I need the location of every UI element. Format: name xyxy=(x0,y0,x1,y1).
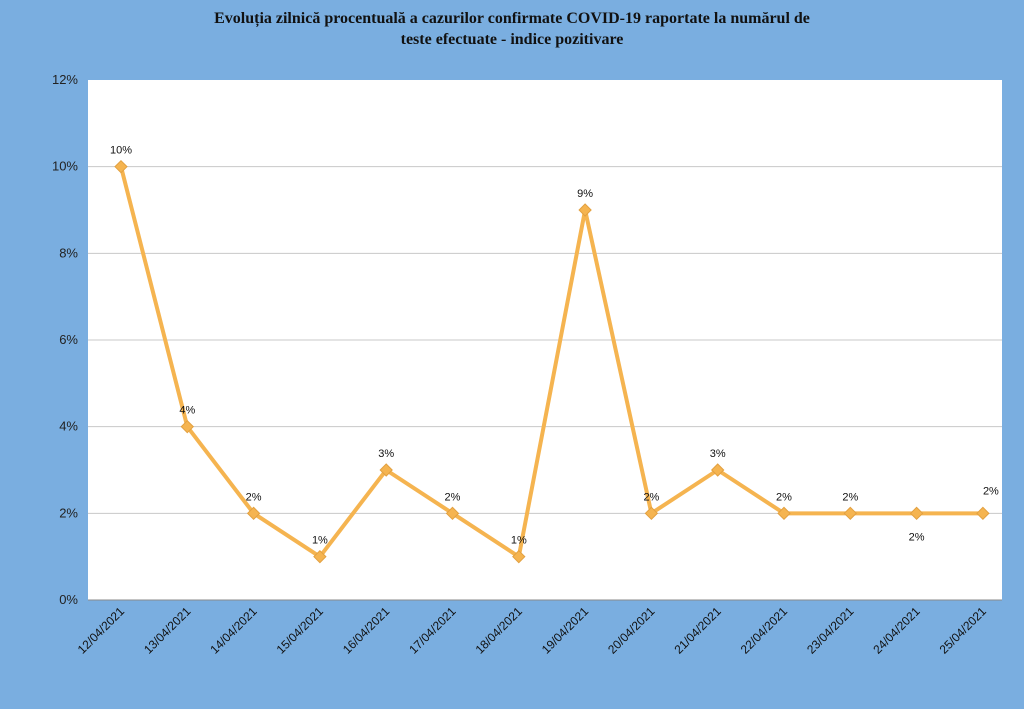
y-tick-label: 2% xyxy=(59,505,78,520)
data-point xyxy=(379,463,393,477)
x-tick-label: 15/04/2021 xyxy=(274,604,327,657)
x-tick-label: 24/04/2021 xyxy=(870,604,923,657)
data-label: 10% xyxy=(110,145,132,157)
chart-title-line-1: Evoluția zilnică procentuală a cazurilor… xyxy=(214,10,810,27)
chart-title: Evoluția zilnică procentuală a cazurilor… xyxy=(0,8,1024,50)
data-label: 2% xyxy=(983,485,999,497)
data-label: 2% xyxy=(909,531,925,543)
data-label: 2% xyxy=(842,491,858,503)
chart-title-line-2: teste efectuate - indice pozitivare xyxy=(400,31,624,48)
data-label: 3% xyxy=(378,448,394,460)
x-tick-label: 18/04/2021 xyxy=(473,604,526,657)
x-tick-label: 14/04/2021 xyxy=(207,604,260,657)
x-tick-label: 20/04/2021 xyxy=(605,604,658,657)
x-tick-label: 19/04/2021 xyxy=(539,604,592,657)
data-point xyxy=(313,549,327,564)
x-tick-label: 17/04/2021 xyxy=(406,604,459,657)
data-point xyxy=(114,159,128,174)
data-label: 2% xyxy=(445,491,461,503)
data-label: 1% xyxy=(511,535,527,547)
data-point xyxy=(445,506,460,521)
y-tick-label: 0% xyxy=(59,592,78,607)
y-tick-label: 10% xyxy=(52,159,78,174)
data-label: 4% xyxy=(179,405,195,417)
y-tick-label: 6% xyxy=(59,332,78,347)
data-label: 1% xyxy=(312,535,328,547)
x-tick-label: 23/04/2021 xyxy=(804,604,857,657)
x-tick-label: 13/04/2021 xyxy=(141,604,194,657)
data-point xyxy=(246,506,261,521)
data-point xyxy=(644,506,659,521)
x-tick-label: 12/04/2021 xyxy=(75,604,128,657)
data-point xyxy=(976,506,990,521)
data-label: 3% xyxy=(710,448,726,460)
x-tick-label: 21/04/2021 xyxy=(671,604,724,657)
data-label: 9% xyxy=(577,188,593,200)
y-tick-label: 12% xyxy=(52,72,78,87)
data-point xyxy=(512,549,526,564)
x-tick-label: 25/04/2021 xyxy=(937,604,990,657)
data-label: 2% xyxy=(246,491,262,503)
data-point xyxy=(578,203,592,217)
y-tick-label: 8% xyxy=(59,245,78,260)
data-label: 2% xyxy=(643,491,659,503)
x-tick-label: 16/04/2021 xyxy=(340,604,393,657)
series-line xyxy=(119,164,985,559)
y-tick-label: 4% xyxy=(59,419,78,434)
data-point xyxy=(909,506,924,521)
x-tick-label: 22/04/2021 xyxy=(738,604,791,657)
data-label: 2% xyxy=(776,491,792,503)
data-point xyxy=(843,506,858,521)
data-point xyxy=(180,419,195,434)
data-point xyxy=(710,463,725,477)
data-point xyxy=(777,506,791,521)
